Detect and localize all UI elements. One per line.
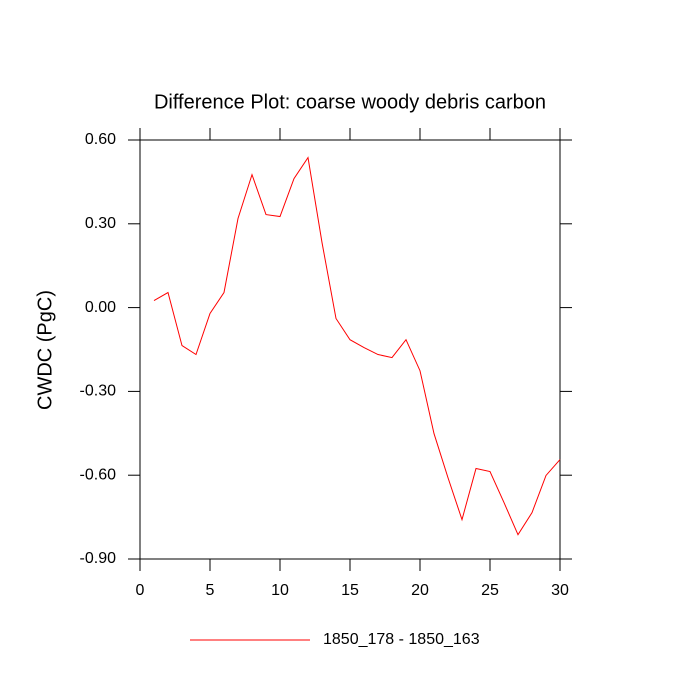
y-tick-label: -0.60 xyxy=(80,466,117,483)
x-tick-label: 15 xyxy=(341,582,359,599)
x-tick-label: 25 xyxy=(481,582,499,599)
x-tick-label: 10 xyxy=(271,582,289,599)
legend-label: 1850_178 - 1850_163 xyxy=(323,631,480,648)
x-tick-label: 30 xyxy=(551,582,569,599)
chart-title: Difference Plot: coarse woody debris car… xyxy=(154,91,546,113)
x-tick-label: 5 xyxy=(206,582,215,599)
plot-frame xyxy=(139,139,561,560)
y-tick-label: -0.30 xyxy=(80,383,117,400)
y-tick-label: 0.00 xyxy=(85,299,116,316)
y-tick-label: 0.30 xyxy=(85,215,116,232)
x-tick-label: 0 xyxy=(136,582,145,599)
y-tick-label: 0.60 xyxy=(85,131,116,148)
y-tick-label: -0.90 xyxy=(80,550,117,567)
data-line xyxy=(153,156,561,536)
x-tick-label: 20 xyxy=(411,582,429,599)
y-axis-label: CWDC (PgC) xyxy=(34,290,56,410)
